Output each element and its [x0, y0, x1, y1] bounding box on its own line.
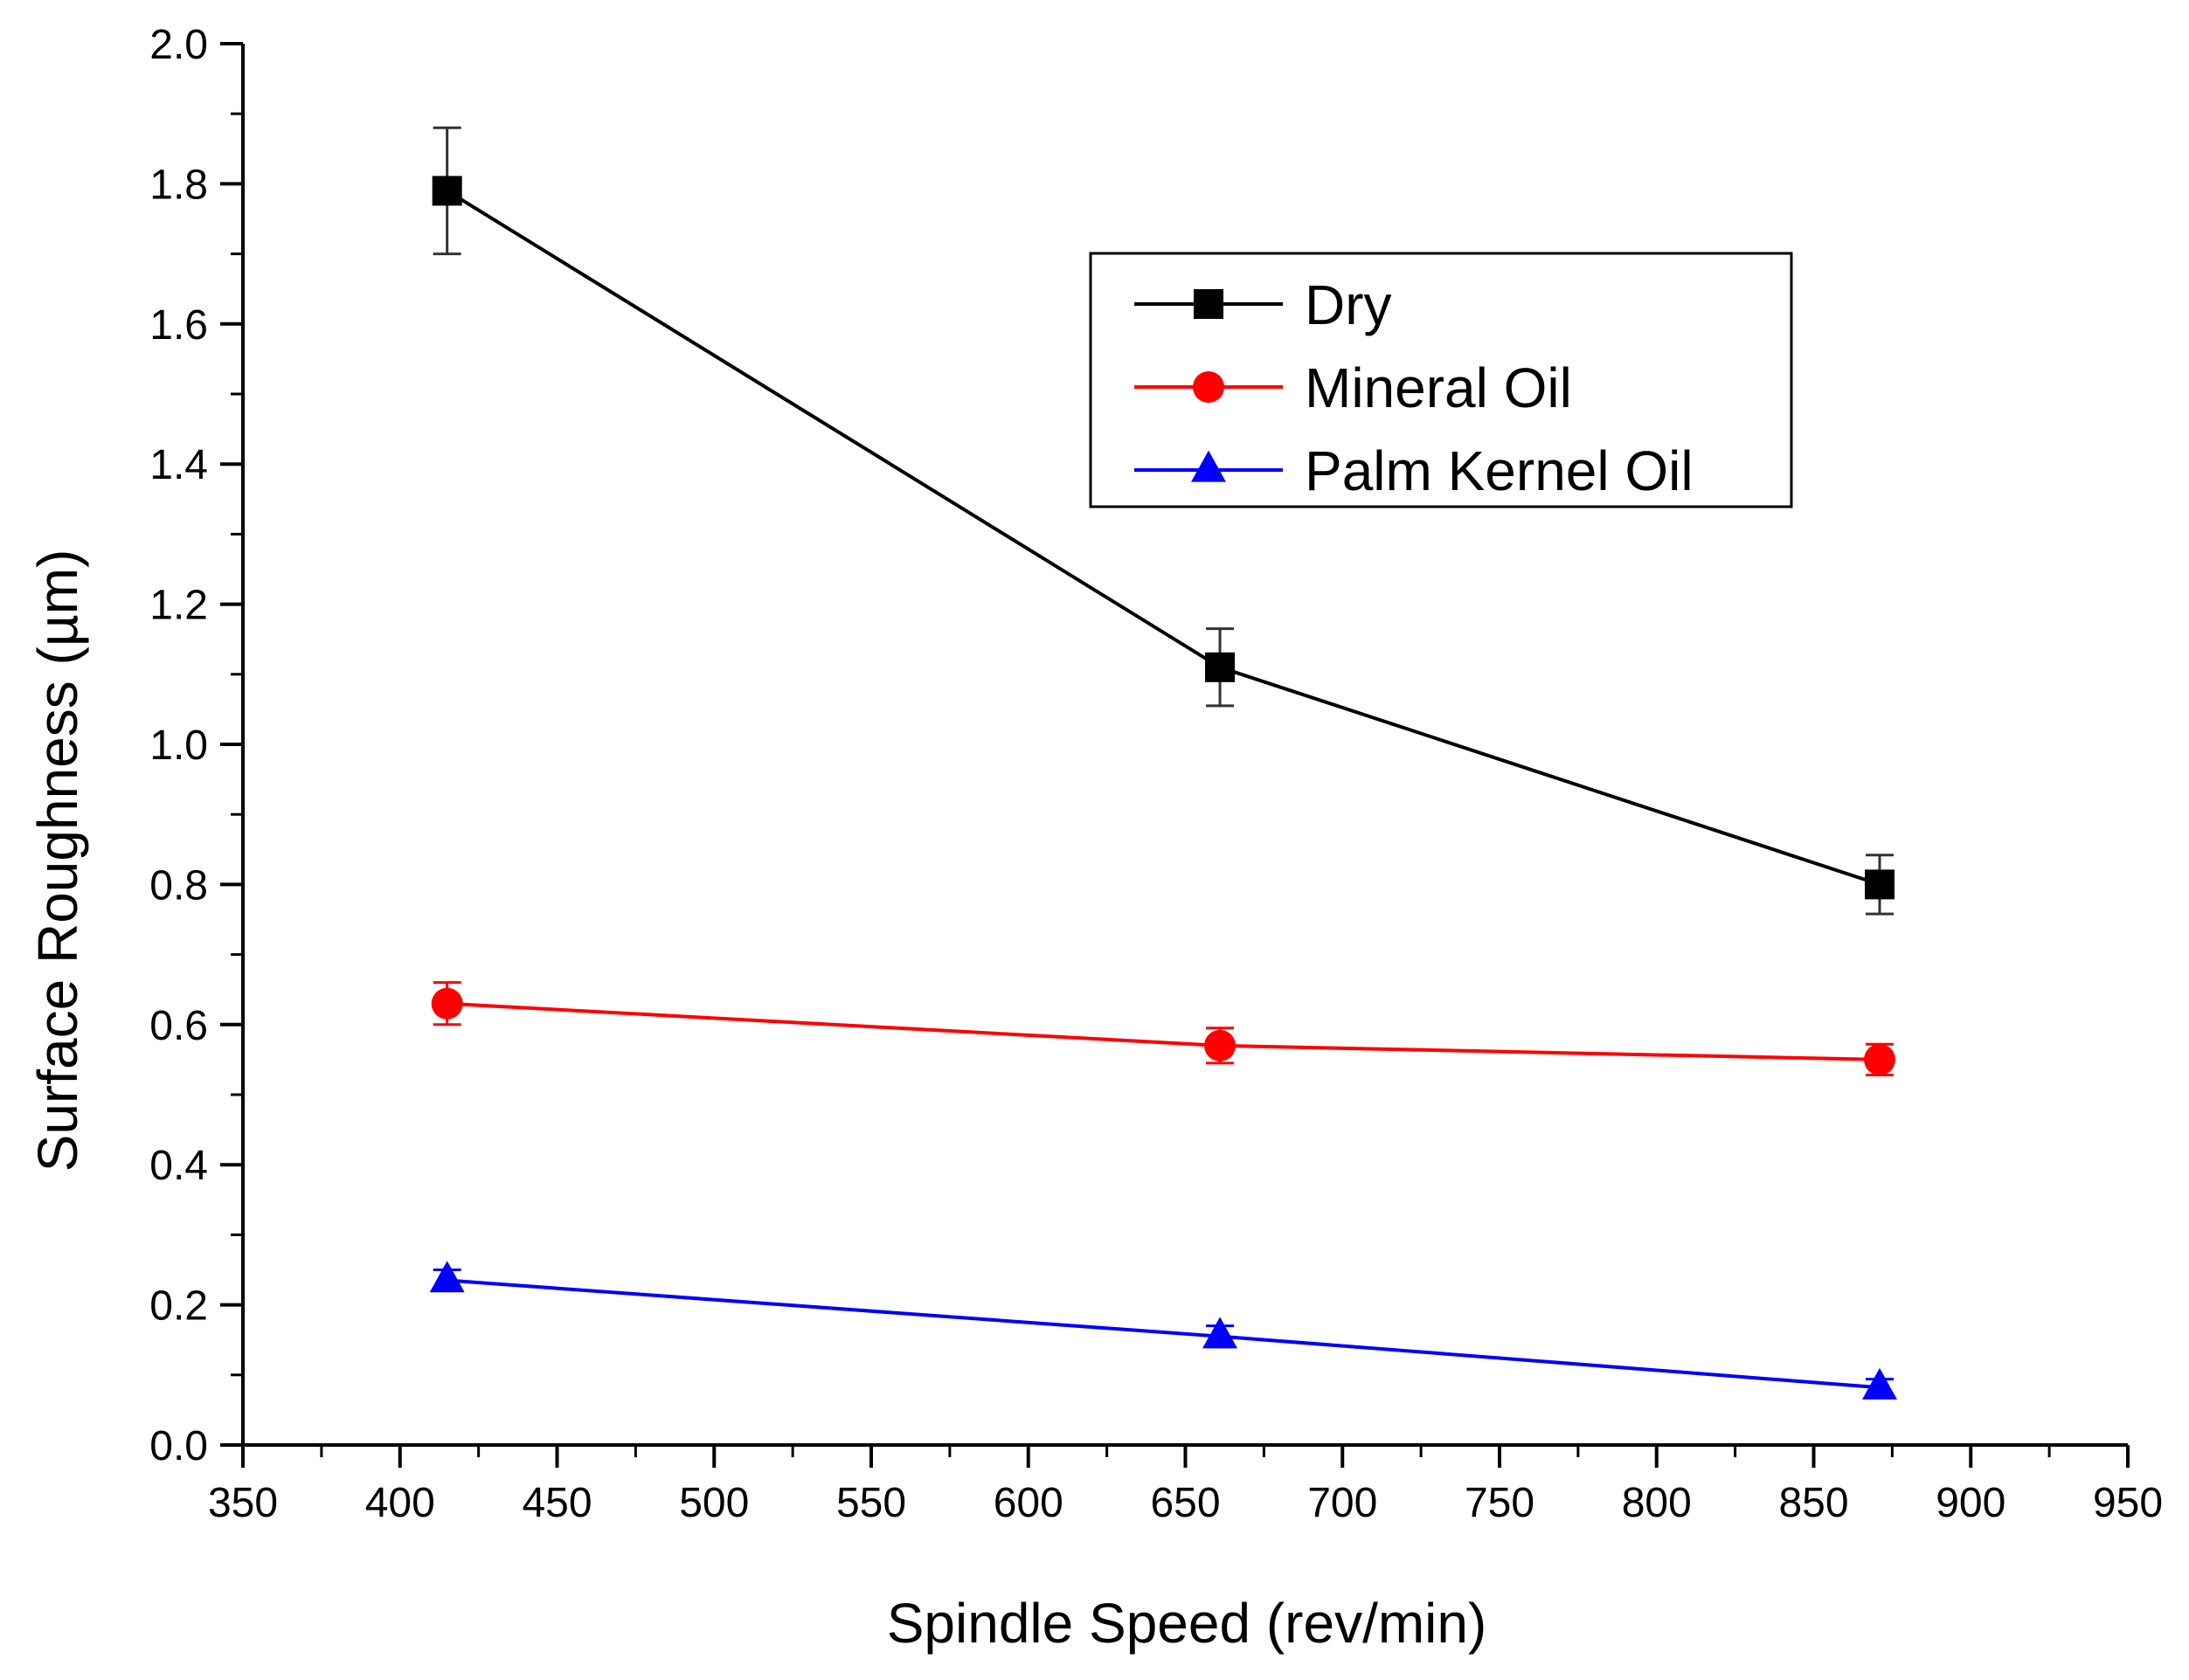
legend-marker: [1193, 371, 1224, 403]
data-point: [1864, 869, 1895, 900]
x-tick-label: 700: [1307, 1480, 1377, 1526]
axes: [241, 44, 2128, 1447]
y-tick-label: 1.4: [149, 442, 208, 488]
data-point: [432, 176, 462, 206]
x-tick-label: 650: [1150, 1480, 1220, 1526]
y-tick-label: 2.0: [149, 22, 208, 68]
legend-label: Dry: [1305, 273, 1392, 336]
series-palm-kernel-oil: [429, 1261, 1897, 1400]
series-line: [447, 1001, 1881, 1061]
x-tick-label: 900: [1936, 1480, 2005, 1526]
legend-item-mineral-oil: Mineral Oil: [1134, 356, 1572, 419]
data-point: [1202, 1317, 1238, 1349]
x-tick-label: 400: [365, 1480, 435, 1526]
x-tick-label: 950: [2093, 1480, 2163, 1526]
y-tick-label: 1.0: [149, 722, 208, 769]
legend: Dry Mineral Oil Palm Kernel Oil: [1089, 252, 1793, 508]
x-tick-label: 450: [522, 1480, 592, 1526]
x-axis-title: Spindle Speed (rev/min): [887, 1592, 1487, 1655]
x-tick-label: 850: [1778, 1480, 1848, 1526]
x-tick-label: 800: [1622, 1480, 1692, 1526]
data-point: [1861, 1367, 1897, 1400]
y-axis-title: Surface Roughness (µm): [26, 550, 89, 1172]
y-tick-label: 0.4: [149, 1143, 208, 1189]
y-tick-label: 0.8: [149, 862, 208, 909]
legend-item-dry: Dry: [1134, 273, 1392, 336]
legend-label: Palm Kernel Oil: [1305, 439, 1694, 502]
x-tick-label: 750: [1465, 1480, 1534, 1526]
y-tick-label: 0.6: [149, 1003, 208, 1049]
y-tick-label: 0.0: [149, 1423, 208, 1469]
legend-label: Mineral Oil: [1305, 356, 1572, 419]
x-tick-label: 550: [836, 1480, 906, 1526]
data-point: [1204, 1029, 1237, 1061]
data-point: [1863, 1043, 1895, 1075]
legend-marker: [1191, 450, 1226, 482]
data-point: [431, 987, 463, 1020]
series-mineral-oil: [431, 981, 1895, 1077]
data-point: [429, 1261, 465, 1293]
data-series: [429, 126, 1897, 1400]
axis-ticks: 350 400 450 500 550 600 650 700 750 800 850 900 950 0…: [149, 22, 2163, 1526]
x-tick-label: 600: [994, 1480, 1063, 1526]
y-tick-label: 1.6: [149, 302, 208, 349]
y-tick-label: 0.2: [149, 1283, 208, 1330]
y-tick-label: 1.8: [149, 162, 208, 208]
legend-marker: [1194, 289, 1223, 319]
x-tick-label: 350: [208, 1480, 278, 1526]
series-line: [447, 1278, 1881, 1390]
series-dry: [432, 126, 1895, 916]
legend-item-palm-kernel-oil: Palm Kernel Oil: [1134, 439, 1694, 502]
data-point: [1205, 652, 1236, 682]
y-tick-label: 1.2: [149, 583, 208, 629]
x-tick-label: 500: [679, 1480, 749, 1526]
